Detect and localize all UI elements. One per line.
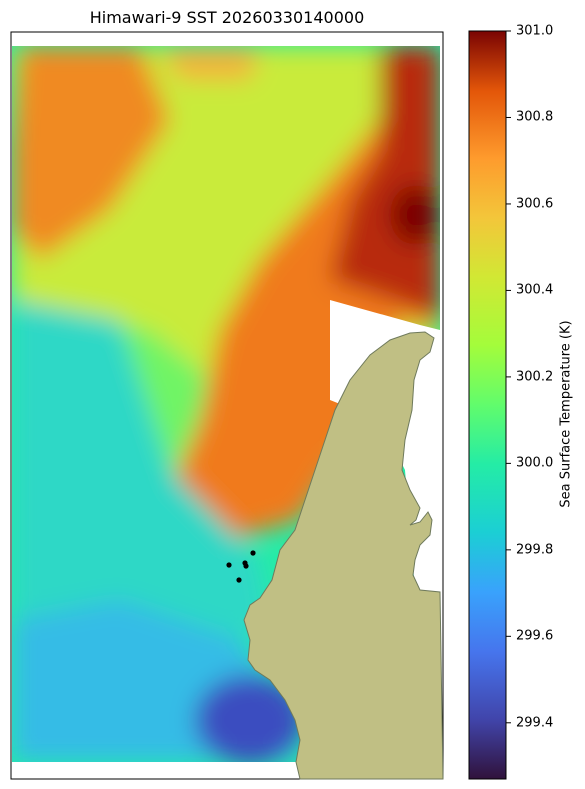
colorbar-tick-label: 300.8 <box>516 109 554 125</box>
station-markers <box>226 550 256 583</box>
colorbar-label: Sea Surface Temperature (K) <box>558 320 574 508</box>
sst-region-north-west-warm <box>12 46 170 260</box>
colorbar-tick-label: 299.8 <box>516 542 554 558</box>
sst-region-minimum <box>195 675 305 762</box>
colorbar-tick-label: 300.6 <box>516 196 554 212</box>
sst-region-north-strip <box>160 46 260 80</box>
sst-region-north-east-hot <box>330 46 440 320</box>
station-marker <box>236 577 242 583</box>
sst-region-west-cyan <box>12 300 270 700</box>
colorbar-tick-label: 299.4 <box>516 715 554 731</box>
colorbar-gradient <box>468 30 507 780</box>
station-marker <box>250 550 256 556</box>
colorbar <box>468 30 511 780</box>
colorbar-tick-label: 301.0 <box>516 23 554 39</box>
sst-region-maximum <box>390 185 440 245</box>
colorbar-tick-label: 300.4 <box>516 282 554 298</box>
station-marker <box>243 563 249 569</box>
land-peninsula <box>243 331 444 780</box>
chart-title: Himawari-9 SST 20260330140000 <box>89 8 365 27</box>
colorbar-tick-label: 300.0 <box>516 455 554 471</box>
station-marker <box>226 562 232 568</box>
colorbar-tick-label: 299.6 <box>516 628 554 644</box>
colorbar-tick-label: 300.2 <box>516 369 554 385</box>
